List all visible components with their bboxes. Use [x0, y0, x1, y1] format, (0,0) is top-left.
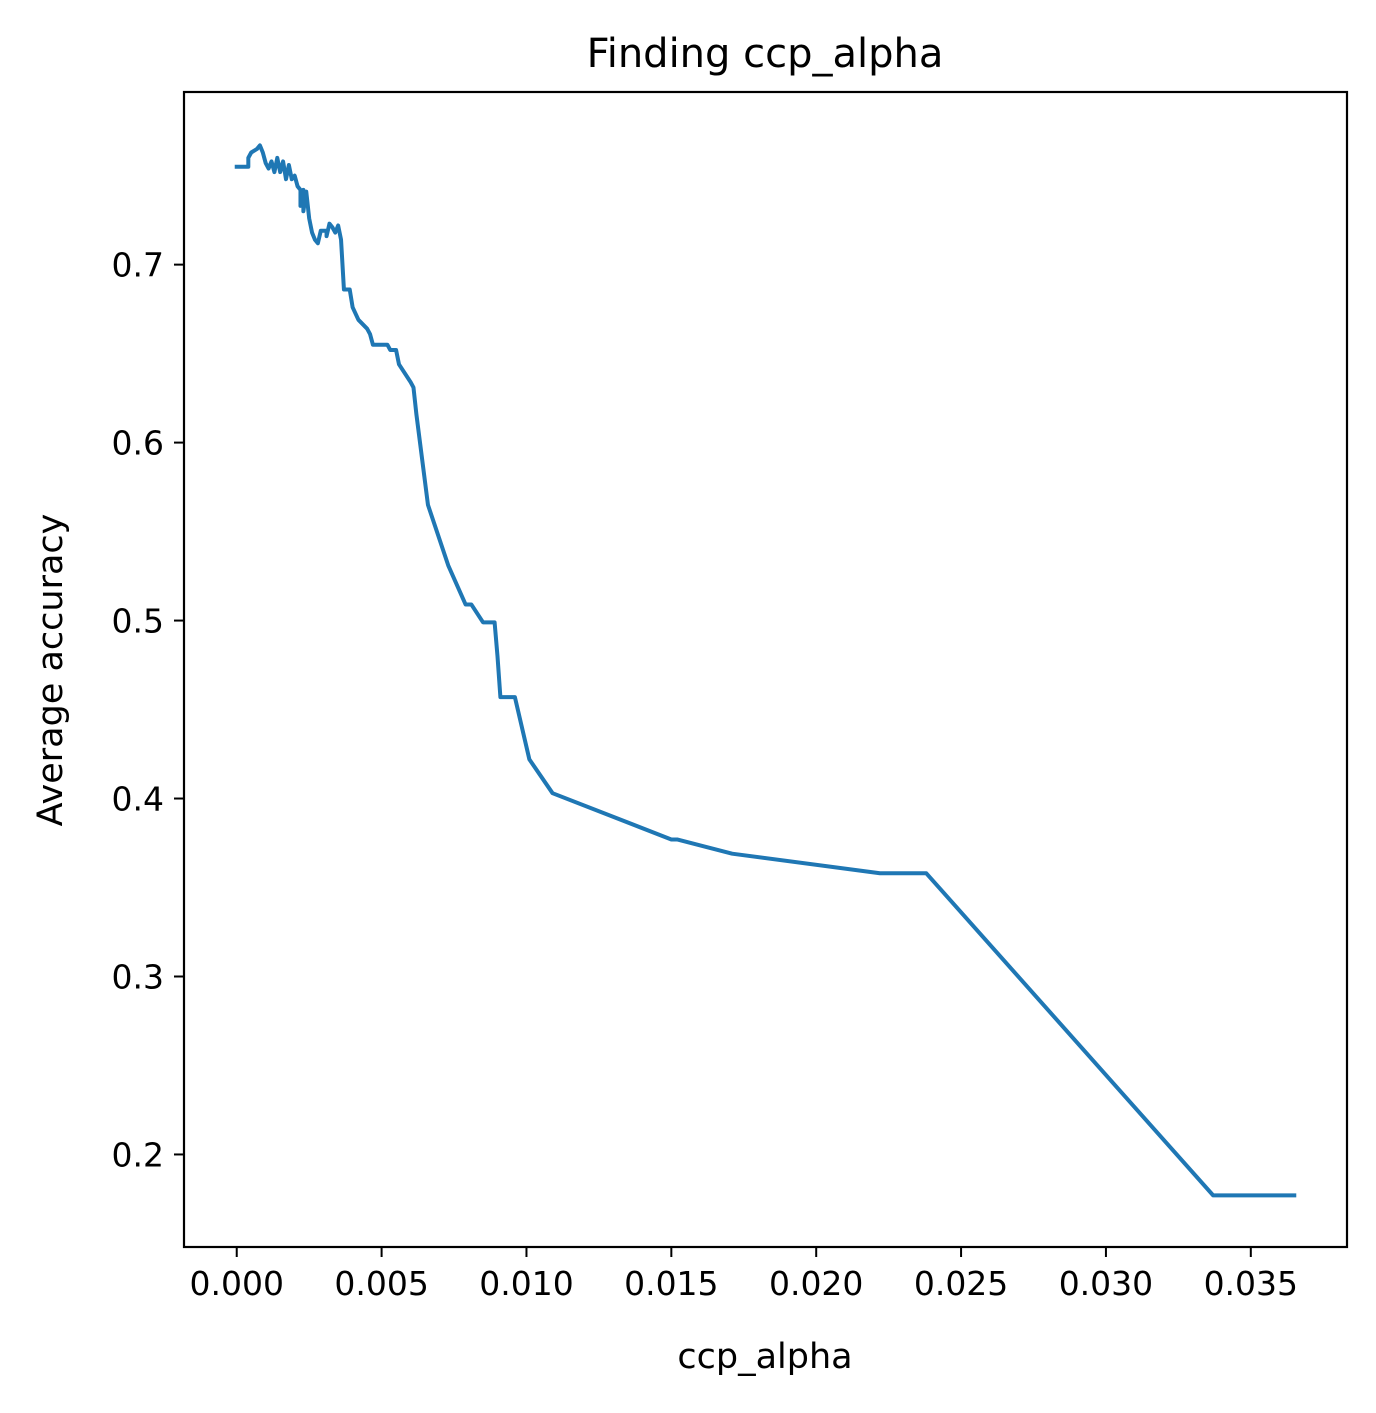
chart-title: Finding ccp_alpha	[587, 31, 944, 77]
x-tick-label: 0.035	[1204, 1264, 1298, 1303]
x-axis-label: ccp_alpha	[677, 1337, 852, 1377]
x-tick-label: 0.000	[189, 1264, 283, 1303]
y-tick-label: 0.6	[112, 424, 164, 463]
x-tick-label: 0.030	[1059, 1264, 1153, 1303]
x-tick-label: 0.015	[624, 1264, 718, 1303]
y-tick-label: 0.3	[112, 957, 164, 996]
series-line	[234, 143, 1297, 1198]
y-tick-label: 0.7	[112, 246, 164, 285]
y-tick-label: 0.2	[112, 1135, 164, 1174]
ticks-layer: 0.000 0.005 0.010 0.015 0.020 0.025 0.030 0.035…	[112, 246, 1299, 1303]
x-tick-label: 0.025	[914, 1264, 1008, 1303]
y-tick-label: 0.5	[112, 602, 164, 641]
plot-frame	[182, 90, 1349, 1249]
series-layer	[234, 143, 1297, 1198]
x-tick-label: 0.010	[479, 1264, 573, 1303]
y-axis-label: Average accuracy	[31, 514, 71, 827]
y-tick-label: 0.4	[112, 780, 164, 819]
x-tick-label: 0.020	[769, 1264, 863, 1303]
x-tick-label: 0.005	[334, 1264, 428, 1303]
